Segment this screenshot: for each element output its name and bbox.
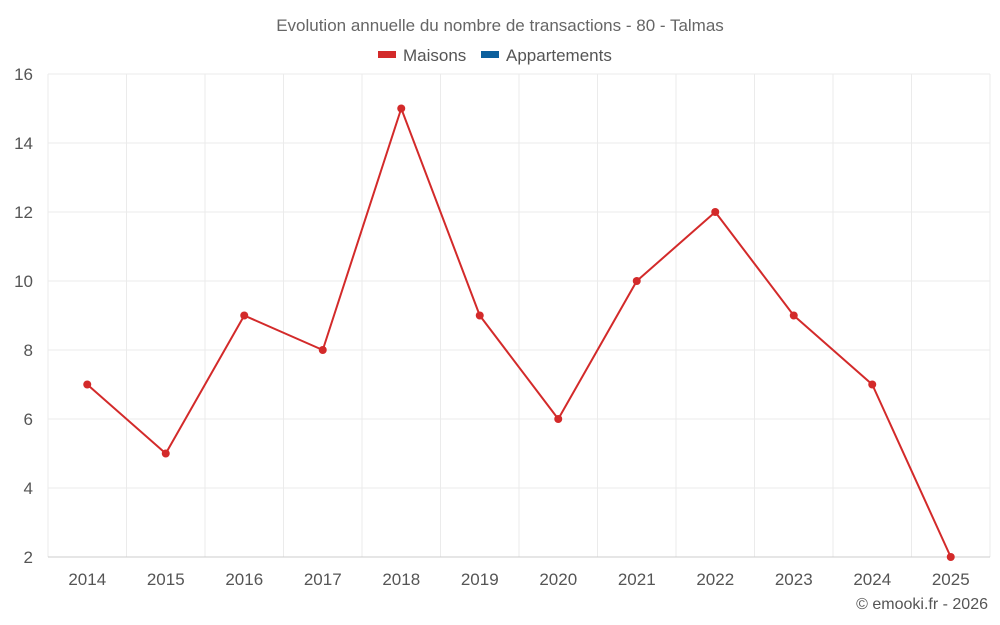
- data-point-maisons[interactable]: [554, 415, 563, 423]
- data-point-maisons[interactable]: [475, 311, 484, 320]
- series-line-maisons: [86, 107, 952, 558]
- grid: [47, 73, 991, 558]
- data-point-maisons[interactable]: [240, 311, 249, 320]
- y-tick-label: 8: [24, 341, 33, 360]
- x-tick-label: 2019: [461, 570, 499, 589]
- data-point-maisons[interactable]: [161, 449, 170, 458]
- data-point-maisons[interactable]: [318, 346, 327, 354]
- legend-label-maisons: Maisons: [403, 46, 466, 65]
- y-tick-label: 4: [24, 479, 33, 498]
- chart-title: Evolution annuelle du nombre de transact…: [276, 16, 724, 35]
- data-point-maisons[interactable]: [946, 553, 955, 561]
- x-axis-ticks: 2014 2015 2016 2017 2018 2019 2020 2021 2022 2023…: [68, 570, 969, 589]
- legend-swatch-maisons: [378, 51, 396, 58]
- data-point-maisons[interactable]: [397, 104, 406, 113]
- y-tick-label: 16: [14, 65, 33, 84]
- legend-swatch-appartements: [481, 51, 499, 58]
- legend-label-appartements: Appartements: [506, 46, 612, 65]
- x-tick-label: 2020: [539, 570, 577, 589]
- x-tick-label: 2025: [932, 570, 970, 589]
- y-tick-label: 10: [14, 272, 33, 291]
- y-tick-label: 6: [24, 410, 33, 429]
- x-tick-label: 2015: [147, 570, 185, 589]
- legend-item-appartements[interactable]: Appartements: [481, 46, 612, 65]
- x-tick-label: 2017: [304, 570, 342, 589]
- data-point-maisons[interactable]: [711, 208, 720, 216]
- x-tick-label: 2016: [225, 570, 263, 589]
- data-point-maisons[interactable]: [789, 311, 798, 320]
- y-tick-label: 14: [14, 134, 33, 153]
- data-point-maisons[interactable]: [83, 380, 92, 389]
- y-tick-label: 2: [24, 548, 33, 567]
- legend-item-maisons[interactable]: Maisons: [378, 46, 466, 65]
- chart-legend: Maisons Appartements: [378, 46, 612, 65]
- y-tick-label: 12: [14, 203, 33, 222]
- x-tick-label: 2014: [68, 570, 106, 589]
- data-point-maisons[interactable]: [632, 277, 641, 285]
- series: [83, 104, 955, 561]
- x-tick-label: 2021: [618, 570, 656, 589]
- x-tick-label: 2024: [853, 570, 891, 589]
- x-tick-label: 2018: [382, 570, 420, 589]
- x-tick-label: 2023: [775, 570, 813, 589]
- x-tick-label: 2022: [696, 570, 734, 589]
- data-point-maisons[interactable]: [868, 380, 877, 389]
- credit-text: © emooki.fr - 2026: [856, 596, 988, 613]
- y-axis-ticks: 2 4 6 8 10 12 14 16: [14, 65, 33, 567]
